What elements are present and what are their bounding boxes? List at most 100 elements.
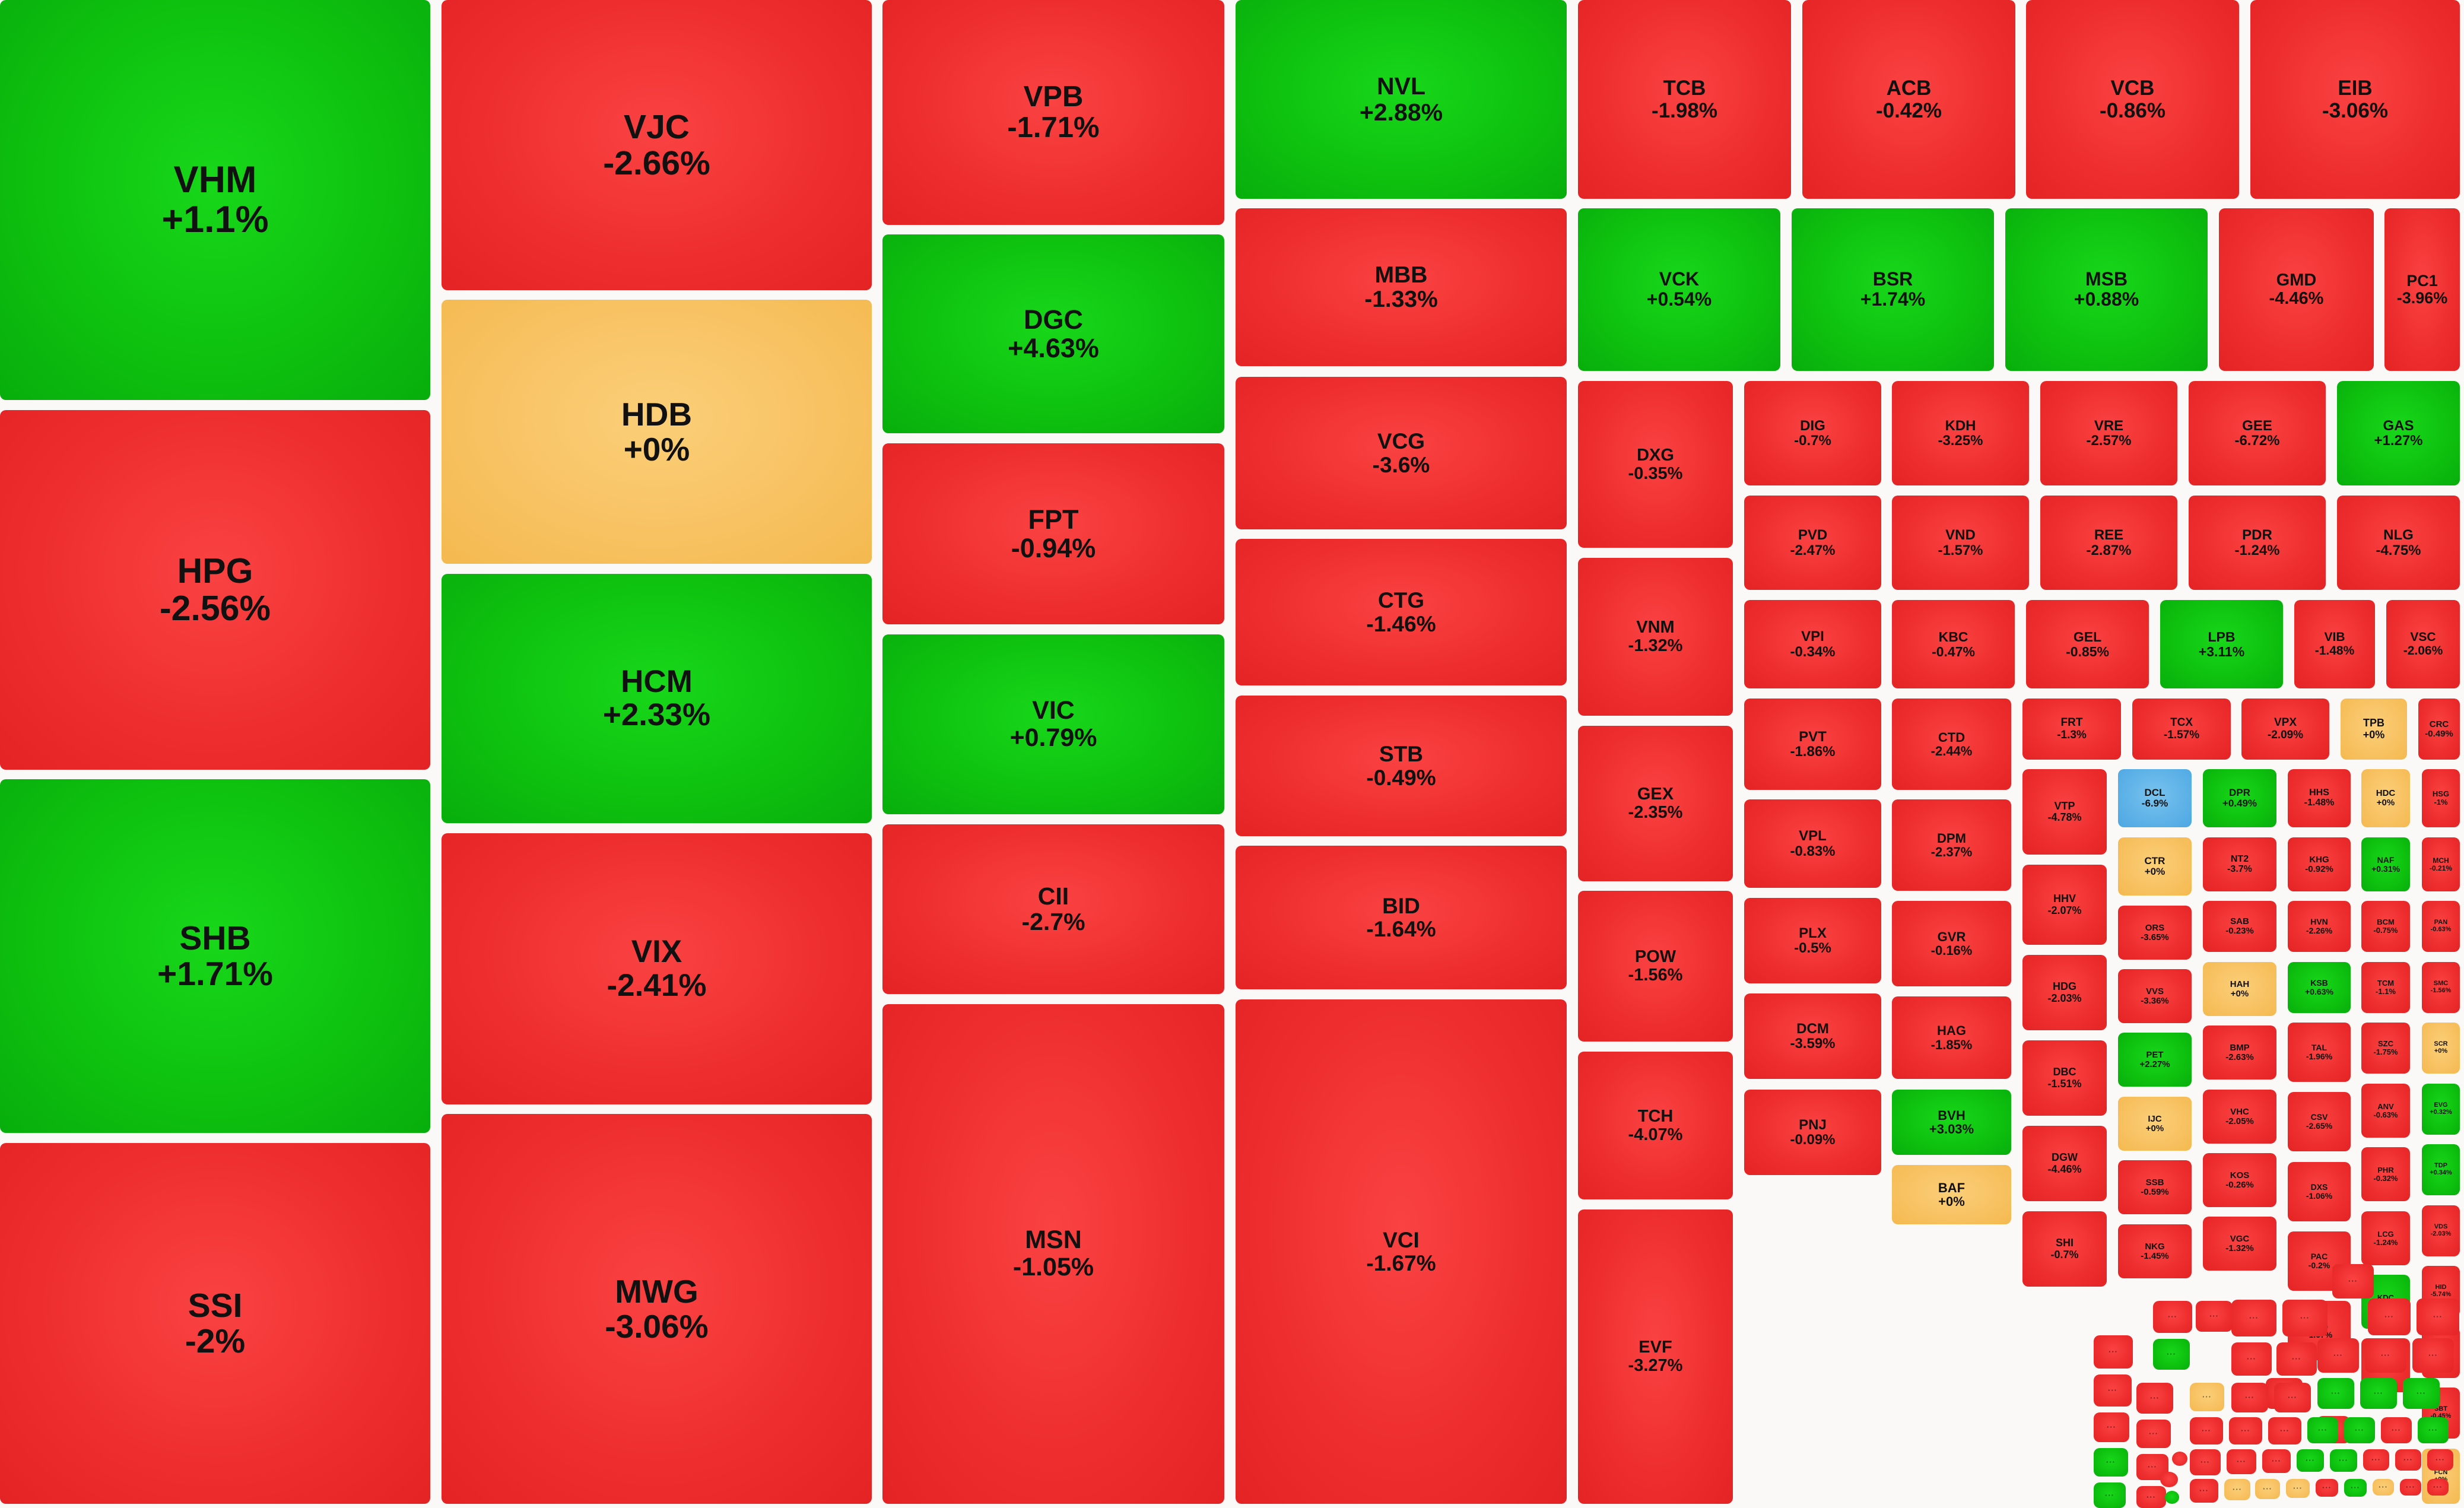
heatmap-tile-mbb[interactable]: MBB -1.33% (1236, 208, 1567, 366)
heatmap-tile-micro[interactable] (2395, 1449, 2421, 1471)
heatmap-tile-vpx[interactable]: VPX -2.09% (2241, 699, 2329, 760)
heatmap-tile-micro[interactable] (2427, 1449, 2453, 1471)
heatmap-tile-sab[interactable]: SAB -0.23% (2203, 901, 2276, 952)
heatmap-tile-micro[interactable] (2368, 1299, 2411, 1335)
heatmap-tile-micro[interactable] (2316, 1479, 2338, 1497)
heatmap-tile-micro[interactable] (2360, 1378, 2397, 1409)
heatmap-tile-vix[interactable]: VIX -2.41% (442, 833, 872, 1104)
heatmap-tile-tdp[interactable]: TDP +0.34% (2422, 1144, 2460, 1195)
heatmap-tile-micro[interactable] (2400, 1479, 2421, 1496)
heatmap-tile-hdg[interactable]: HDG -2.03% (2022, 955, 2107, 1030)
heatmap-tile-micro[interactable] (2190, 1417, 2223, 1444)
heatmap-tile-micro[interactable] (2190, 1383, 2224, 1411)
heatmap-tile-bid[interactable]: BID -1.64% (1236, 846, 1567, 989)
heatmap-tile-micro[interactable] (2330, 1449, 2357, 1472)
heatmap-tile-hdb[interactable]: HDB +0% (442, 300, 872, 564)
heatmap-tile-bcm[interactable]: BCM -0.75% (2361, 901, 2410, 952)
heatmap-tile-vci[interactable]: VCI -1.67% (1236, 999, 1567, 1504)
heatmap-tile-micro[interactable] (2153, 1301, 2192, 1333)
heatmap-tile-vpb[interactable]: VPB -1.71% (882, 0, 1224, 225)
heatmap-tile-eib[interactable]: EIB -3.06% (2250, 0, 2460, 199)
heatmap-tile-micro[interactable] (2381, 1417, 2412, 1443)
heatmap-tile-dxg[interactable]: DXG -0.35% (1578, 381, 1733, 548)
heatmap-tile-dig[interactable]: DIG -0.7% (1744, 381, 1881, 485)
heatmap-tile-micro[interactable] (2427, 1479, 2449, 1496)
heatmap-tile-micro[interactable] (2094, 1482, 2126, 1508)
heatmap-tile-msb[interactable]: MSB +0.88% (2005, 208, 2208, 371)
heatmap-tile-micro[interactable] (2307, 1417, 2338, 1443)
heatmap-tile-micro[interactable] (2224, 1479, 2250, 1500)
heatmap-tile-gmd[interactable]: GMD -4.46% (2219, 208, 2374, 371)
heatmap-tile-dpm[interactable]: DPM -2.37% (1892, 799, 2011, 891)
heatmap-tile-vcg[interactable]: VCG -3.6% (1236, 377, 1567, 529)
heatmap-tile-vgc[interactable]: VGC -1.32% (2203, 1217, 2276, 1271)
heatmap-tile-micro[interactable] (2297, 1449, 2324, 1472)
heatmap-tile-smc[interactable]: SMC -1.56% (2422, 962, 2460, 1013)
heatmap-tile-msn[interactable]: MSN -1.05% (882, 1004, 1224, 1504)
heatmap-tile-micro[interactable] (2229, 1417, 2262, 1444)
heatmap-tile-gel[interactable]: GEL -0.85% (2026, 600, 2149, 688)
heatmap-tile-kos[interactable]: KOS -0.26% (2203, 1153, 2276, 1207)
heatmap-tile-hag[interactable]: HAG -1.85% (1892, 996, 2011, 1079)
heatmap-tile-scr[interactable]: SCR +0% (2422, 1023, 2460, 1074)
heatmap-tile-naf[interactable]: NAF +0.31% (2361, 837, 2410, 891)
heatmap-tile-lpb[interactable]: LPB +3.11% (2160, 600, 2283, 688)
heatmap-tile-micro[interactable] (2231, 1342, 2272, 1376)
heatmap-tile-vib[interactable]: VIB -1.48% (2294, 600, 2375, 688)
heatmap-tile-micro[interactable] (2373, 1479, 2394, 1496)
heatmap-tile-bsr[interactable]: BSR +1.74% (1792, 208, 1994, 371)
heatmap-tile-micro[interactable] (2286, 1479, 2310, 1498)
heatmap-tile-phr[interactable]: PHR -0.32% (2361, 1147, 2410, 1201)
heatmap-tile-gvr[interactable]: GVR -0.16% (1892, 901, 2011, 986)
heatmap-tile-hvn[interactable]: HVN -2.26% (2288, 901, 2351, 952)
heatmap-tile-micro[interactable] (2276, 1342, 2317, 1376)
heatmap-tile-shb[interactable]: SHB +1.71% (0, 779, 430, 1133)
heatmap-tile-micro[interactable] (2412, 1338, 2454, 1373)
heatmap-tile-ctd[interactable]: CTD -2.44% (1892, 699, 2011, 790)
heatmap-tile-micro[interactable] (2231, 1300, 2276, 1336)
heatmap-tile-micro[interactable] (2344, 1417, 2375, 1443)
heatmap-tile-micro[interactable] (2190, 1479, 2218, 1503)
heatmap-tile-khg[interactable]: KHG -0.92% (2288, 837, 2351, 891)
heatmap-tile-tch[interactable]: TCH -4.07% (1578, 1052, 1733, 1199)
heatmap-tile-evf[interactable]: EVF -3.27% (1578, 1209, 1733, 1504)
heatmap-tile-micro[interactable] (2268, 1417, 2301, 1444)
heatmap-tile-szc[interactable]: SZC -1.75% (2361, 1023, 2410, 1074)
heatmap-tile-micro[interactable] (2227, 1449, 2256, 1474)
heatmap-tile-vtp[interactable]: VTP -4.78% (2022, 769, 2107, 855)
heatmap-tile-pet[interactable]: PET +2.27% (2118, 1033, 2192, 1087)
heatmap-tile-gex[interactable]: GEX -2.35% (1578, 726, 1733, 881)
heatmap-tile-hhs[interactable]: HHS -1.48% (2288, 769, 2351, 827)
heatmap-tile-ctg[interactable]: CTG -1.46% (1236, 539, 1567, 685)
heatmap-tile-mwg[interactable]: MWG -3.06% (442, 1114, 872, 1504)
heatmap-tile-micro[interactable] (2231, 1383, 2268, 1412)
heatmap-tile-ksb[interactable]: KSB +0.63% (2288, 962, 2351, 1013)
heatmap-tile-plx[interactable]: PLX -0.5% (1744, 898, 1881, 983)
heatmap-tile-vre[interactable]: VRE -2.57% (2040, 381, 2177, 485)
heatmap-tile-vcb[interactable]: VCB -0.86% (2026, 0, 2239, 199)
heatmap-tile-vic[interactable]: VIC +0.79% (882, 634, 1224, 814)
heatmap-tile-lcg[interactable]: LCG -1.24% (2361, 1211, 2410, 1265)
heatmap-tile-micro[interactable] (2262, 1449, 2291, 1473)
heatmap-tile-nvl[interactable]: NVL +2.88% (1236, 0, 1567, 199)
heatmap-tile-micro[interactable] (2274, 1383, 2311, 1412)
heatmap-tile-nlg[interactable]: NLG -4.75% (2337, 496, 2460, 590)
heatmap-tile-micro[interactable] (2365, 1338, 2406, 1373)
heatmap-tile-acb[interactable]: ACB -0.42% (1802, 0, 2015, 199)
heatmap-tile-micro[interactable] (2136, 1486, 2166, 1508)
heatmap-tile-micro[interactable] (2196, 1301, 2233, 1332)
heatmap-tile-evg[interactable]: EVG +0.32% (2422, 1084, 2460, 1135)
heatmap-tile-vhc[interactable]: VHC -2.05% (2203, 1090, 2276, 1144)
heatmap-tile-micro[interactable] (2094, 1374, 2132, 1407)
heatmap-tile-nt2[interactable]: NT2 -3.7% (2203, 837, 2276, 891)
heatmap-tile-micro[interactable] (2136, 1383, 2173, 1414)
heatmap-tile-micro[interactable] (2136, 1420, 2171, 1448)
heatmap-tile-dbc[interactable]: DBC -1.51% (2022, 1040, 2107, 1116)
heatmap-tile-kbc[interactable]: KBC -0.47% (1892, 600, 2015, 688)
heatmap-tile-hah[interactable]: HAH +0% (2203, 962, 2276, 1016)
heatmap-tile-micro[interactable] (2317, 1378, 2354, 1409)
heatmap-tile-pan[interactable]: PAN -0.63% (2422, 901, 2460, 952)
heatmap-tile-micro[interactable] (2153, 1339, 2190, 1370)
heatmap-tile-crc[interactable]: CRC -0.49% (2418, 699, 2460, 760)
heatmap-tile-pnj[interactable]: PNJ -0.09% (1744, 1090, 1881, 1175)
